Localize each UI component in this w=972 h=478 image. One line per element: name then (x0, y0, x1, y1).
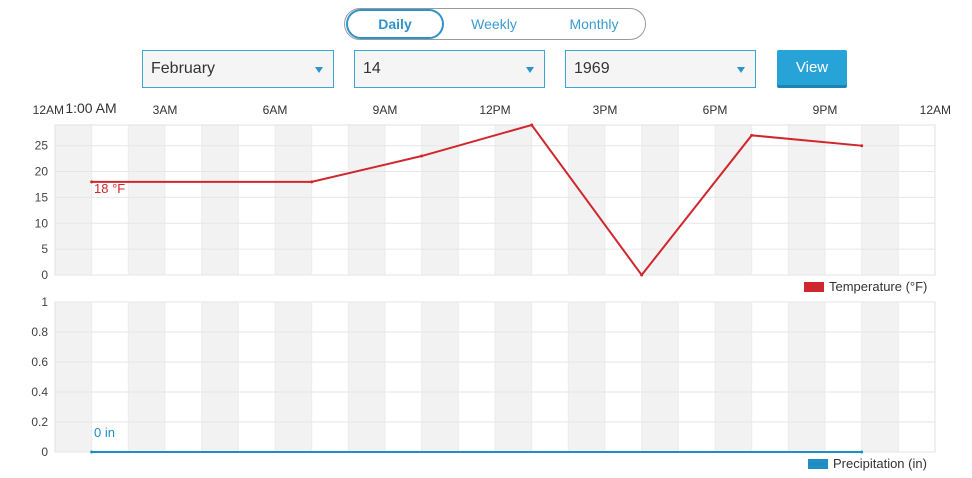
temperature-point[interactable] (750, 133, 754, 137)
x-tick-label: 6AM (263, 103, 288, 117)
background-band (348, 302, 385, 452)
x-tick-label: 12AM (33, 103, 64, 117)
background-band (861, 302, 899, 452)
legend-label-temperature: Temperature (°F) (829, 279, 927, 294)
precipitation-point[interactable] (860, 450, 864, 454)
background-band (348, 125, 385, 275)
background-band (128, 125, 165, 275)
temperature-point[interactable] (640, 273, 644, 277)
x-tick-label: 6PM (703, 103, 728, 117)
x-tick-label: 9AM (373, 103, 398, 117)
y-tick-label: 0 (41, 445, 48, 459)
background-band (788, 302, 825, 452)
precipitation-value-label: 0 in (94, 425, 115, 440)
y-tick-label: 20 (35, 165, 49, 179)
y-tick-label: 5 (41, 242, 48, 256)
legend-swatch-temperature (804, 282, 824, 292)
temperature-point[interactable] (860, 144, 864, 148)
temperature-point[interactable] (420, 154, 424, 158)
period-toggle: Daily Weekly Monthly (344, 8, 646, 40)
temperature-value-label: 18 °F (94, 181, 125, 196)
y-tick-label: 1 (41, 295, 48, 309)
y-tick-label: 25 (35, 139, 49, 153)
y-tick-label: 0 (41, 268, 48, 282)
chevron-down-icon (526, 67, 534, 73)
precipitation-point[interactable] (90, 450, 94, 454)
y-tick-label: 0.6 (31, 355, 48, 369)
background-band (788, 125, 825, 275)
tab-monthly[interactable]: Monthly (569, 16, 619, 32)
tab-weekly[interactable]: Weekly (471, 16, 517, 32)
x-tick-label: 12AM (920, 103, 951, 117)
month-select-value: February (151, 60, 216, 77)
background-band (275, 302, 312, 452)
month-select[interactable]: February (142, 50, 334, 88)
tab-daily[interactable]: Daily (346, 9, 444, 39)
y-tick-label: 0.4 (31, 385, 48, 399)
background-band (55, 302, 92, 452)
day-select[interactable]: 14 (354, 50, 545, 88)
legend-label-precipitation: Precipitation (in) (833, 456, 927, 471)
background-band (128, 302, 165, 452)
temperature-point[interactable] (310, 180, 314, 184)
background-band (55, 125, 92, 275)
legend-swatch-precipitation (808, 459, 828, 469)
temperature-point[interactable] (90, 180, 94, 184)
chevron-down-icon (315, 67, 323, 73)
background-band (641, 302, 679, 452)
view-button[interactable]: View (777, 50, 847, 88)
year-select-value: 1969 (574, 60, 610, 77)
background-band (641, 125, 679, 275)
y-tick-label: 0.2 (31, 415, 48, 429)
day-select-value: 14 (363, 60, 381, 77)
hover-time-label: 1:00 AM (65, 100, 116, 116)
background-band (421, 302, 459, 452)
x-tick-label: 3AM (153, 103, 178, 117)
x-tick-label: 9PM (813, 103, 838, 117)
x-tick-label: 3PM (593, 103, 618, 117)
background-band (715, 125, 752, 275)
y-tick-label: 0.8 (31, 325, 48, 339)
temperature-point[interactable] (530, 123, 534, 127)
background-band (495, 125, 532, 275)
y-tick-label: 15 (35, 190, 49, 204)
background-band (201, 125, 239, 275)
background-band (201, 302, 239, 452)
background-band (715, 302, 752, 452)
x-tick-label: 12PM (479, 103, 510, 117)
background-band (495, 302, 532, 452)
y-tick-label: 10 (35, 216, 49, 230)
year-select[interactable]: 1969 (565, 50, 756, 88)
background-band (861, 125, 899, 275)
chevron-down-icon (737, 67, 745, 73)
background-band (568, 302, 605, 452)
background-band (275, 125, 312, 275)
